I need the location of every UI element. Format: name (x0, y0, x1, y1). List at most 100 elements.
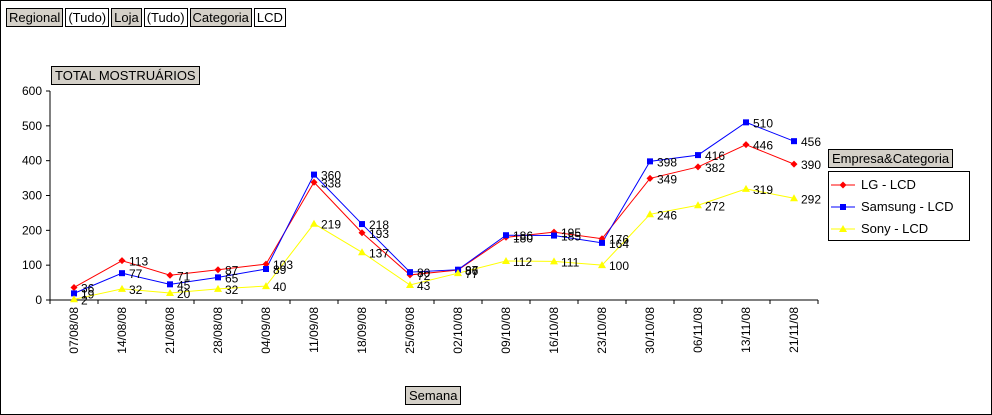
y-tick-label: 500 (22, 119, 42, 133)
legend-swatch-marker (839, 181, 847, 188)
chart-title[interactable]: TOTAL MOSTRUÁRIOS (51, 66, 200, 85)
y-tick-label: 600 (22, 84, 42, 98)
series-line-2 (73, 188, 795, 300)
legend-lg-swatch (831, 181, 855, 188)
data-label-2: 319 (753, 183, 773, 197)
x-tick-label: 09/10/08 (499, 307, 513, 354)
data-point-1 (647, 158, 653, 165)
data-label-0: 193 (369, 227, 389, 241)
x-tick-label: 23/10/08 (595, 307, 609, 354)
data-point-1 (407, 269, 413, 276)
data-label-2: 40 (273, 280, 287, 294)
x-tick-label: 21/08/08 (163, 307, 177, 354)
data-label-0: 113 (129, 255, 148, 269)
data-label-1: 456 (801, 135, 821, 149)
series-line-1 (73, 121, 795, 294)
x-tick-label: 06/11/08 (691, 307, 705, 353)
x-tick-label: 21/11/08 (787, 307, 801, 353)
data-point-2 (454, 269, 462, 277)
data-point-1 (311, 171, 317, 178)
data-point-2 (310, 219, 318, 227)
data-point-1 (791, 138, 797, 145)
data-point-2 (70, 295, 78, 303)
x-tick-label: 11/09/08 (307, 307, 321, 353)
data-label-2: 100 (609, 259, 629, 273)
filter-loja-value[interactable]: (Tudo) (143, 8, 188, 27)
y-tick-label: 100 (22, 258, 42, 272)
data-label-0: 195 (561, 226, 581, 240)
data-label-1: 416 (705, 149, 725, 163)
data-point-2 (406, 281, 414, 289)
data-point-2 (598, 261, 606, 269)
data-label-0: 103 (273, 258, 293, 272)
y-tick-label: 300 (22, 189, 42, 203)
data-label-0: 382 (705, 161, 725, 175)
data-point-1 (71, 290, 77, 297)
data-label-2: 219 (321, 218, 341, 232)
data-point-2 (502, 256, 510, 264)
data-label-0: 86 (465, 264, 479, 278)
legend-sony-swatch (831, 224, 855, 232)
y-tick-label: 200 (22, 223, 42, 237)
data-point-0 (70, 283, 78, 291)
data-point-1 (695, 152, 701, 159)
legend: LG - LCD Samsung - LCD Sony - LCD (828, 171, 970, 241)
legend-item-samsung: Samsung - LCD (829, 199, 953, 214)
data-label-1: 89 (273, 263, 287, 277)
y-tick-label: 0 (35, 293, 42, 307)
legend-samsung-label: Samsung - LCD (861, 199, 954, 214)
x-tick-label: 04/09/08 (259, 307, 273, 354)
data-point-0 (742, 141, 750, 149)
data-point-0 (358, 229, 366, 237)
data-point-1 (359, 221, 365, 228)
data-label-2: 111 (561, 255, 580, 269)
data-point-0 (646, 174, 654, 182)
filter-categoria-value[interactable]: LCD (253, 8, 286, 27)
data-point-0 (118, 257, 126, 265)
filter-bar: Regional (Tudo) Loja (Tudo) Categoria LC… (6, 8, 288, 27)
data-label-2: 292 (801, 192, 821, 206)
data-point-1 (503, 232, 509, 239)
data-label-0: 349 (657, 172, 677, 186)
data-point-1 (119, 270, 125, 277)
data-label-2: 2 (81, 293, 88, 307)
data-point-2 (118, 284, 126, 292)
series-line-0 (73, 144, 795, 288)
data-label-2: 246 (657, 208, 677, 222)
filter-categoria-label[interactable]: Categoria (189, 8, 252, 27)
data-label-2: 77 (465, 267, 479, 281)
legend-lg-label: LG - LCD (861, 177, 916, 192)
data-label-1: 45 (177, 278, 191, 292)
x-tick-label: 18/09/08 (355, 307, 369, 354)
data-label-1: 80 (417, 266, 431, 280)
filter-regional-label[interactable]: Regional (6, 8, 64, 27)
data-label-2: 20 (177, 287, 191, 301)
y-tick-label: 400 (22, 154, 42, 168)
data-label-1: 360 (321, 169, 341, 183)
data-label-1: 164 (609, 237, 629, 251)
data-label-1: 510 (753, 116, 773, 130)
legend-title[interactable]: Empresa&Categoria (828, 149, 954, 168)
data-point-2 (694, 201, 702, 209)
data-label-2: 137 (369, 246, 389, 260)
legend-item-lg: LG - LCD (829, 177, 916, 192)
data-label-0: 176 (609, 233, 629, 247)
data-label-1: 185 (561, 230, 581, 244)
data-label-0: 390 (801, 158, 821, 172)
filter-regional-value[interactable]: (Tudo) (65, 8, 110, 27)
data-label-2: 112 (513, 255, 532, 269)
x-tick-label: 30/10/08 (643, 307, 657, 354)
data-label-0: 36 (81, 281, 95, 295)
data-label-0: 338 (321, 176, 341, 190)
legend-swatch-marker (840, 203, 846, 210)
data-point-2 (262, 282, 270, 290)
data-label-0: 180 (513, 231, 533, 245)
data-point-2 (550, 257, 558, 265)
filter-loja-label[interactable]: Loja (111, 8, 142, 27)
data-point-2 (790, 194, 798, 202)
data-label-1: 65 (225, 271, 239, 285)
data-point-1 (215, 274, 221, 281)
data-label-0: 72 (417, 269, 431, 283)
x-axis-title[interactable]: Semana (405, 386, 462, 405)
data-point-1 (551, 232, 557, 239)
